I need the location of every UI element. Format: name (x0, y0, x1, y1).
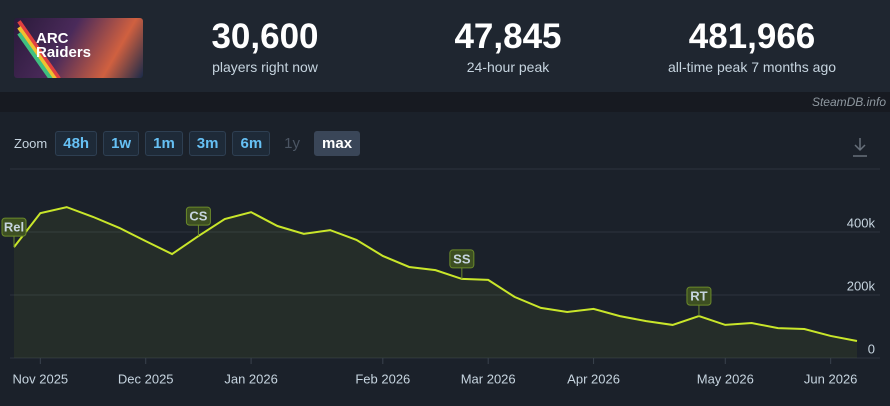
x-tick-label: Feb 2026 (355, 371, 410, 386)
x-tick-label: Jan 2026 (224, 371, 278, 386)
zoom-label: Zoom (14, 136, 48, 151)
stat-value: 30,600 (211, 17, 319, 56)
x-tick-label: Dec 2025 (118, 371, 174, 386)
chart-panel (0, 112, 890, 406)
marker-badge (1, 217, 27, 237)
stats-panel: ARC Raiders 30,600 players right now 47,8… (0, 0, 890, 92)
stat-label: players right now (212, 59, 318, 75)
stat-label: all-time peak 7 months ago (667, 59, 837, 75)
stat-value: 481,966 (688, 17, 816, 56)
marker-label: RT (690, 289, 707, 304)
download-glyph (853, 138, 867, 157)
stat-label: 24-hour peak (466, 59, 550, 75)
marker-badge (449, 249, 475, 269)
zoom-button[interactable]: 1m (145, 131, 183, 156)
line (13, 206, 858, 342)
x-tick-label: Mar 2026 (461, 371, 516, 386)
game-thumbnail[interactable]: ARC Raiders (14, 18, 143, 78)
marker-badge (686, 286, 712, 306)
zoom-button[interactable]: 3m (188, 131, 227, 156)
zoom-button[interactable]: 1y (284, 135, 301, 152)
x-tick-label: Jun 2026 (804, 371, 858, 386)
area (14, 207, 857, 358)
y-tick-label: 0 (868, 341, 875, 356)
download-icon[interactable] (853, 138, 867, 157)
zoom-button[interactable]: max (314, 131, 361, 156)
marker-badge (185, 206, 211, 226)
zoom-button[interactable]: 48h (55, 131, 98, 156)
marker-label: SS (453, 251, 471, 266)
x-tick-label: Nov 2025 (13, 371, 69, 386)
stat: 481,966 all-time peak 7 months ago (642, 17, 862, 76)
marker-label: CS (189, 209, 207, 224)
y-tick-label: 200k (847, 278, 876, 293)
zoom-bar: Zoom 48h 1w 1m 3m 6m 1y max (14, 131, 361, 156)
stat-value: 47,845 (454, 17, 562, 56)
y-tick-label: 400k (847, 215, 876, 230)
stat: 30,600 players right now (155, 17, 375, 76)
stat: 47,845 24-hour peak (398, 17, 618, 76)
watermark[interactable]: SteamDB.info (811, 95, 886, 109)
x-tick-label: Apr 2026 (567, 371, 620, 386)
game-logo: ARC Raiders (36, 30, 92, 61)
x-tick-label: May 2026 (697, 371, 754, 386)
marker-label: Rel (4, 220, 24, 235)
zoom-button[interactable]: 6m (232, 131, 271, 156)
zoom-button[interactable]: 1w (103, 131, 140, 156)
